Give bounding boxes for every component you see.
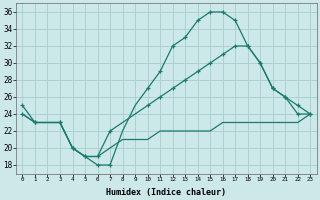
X-axis label: Humidex (Indice chaleur): Humidex (Indice chaleur): [106, 188, 226, 197]
